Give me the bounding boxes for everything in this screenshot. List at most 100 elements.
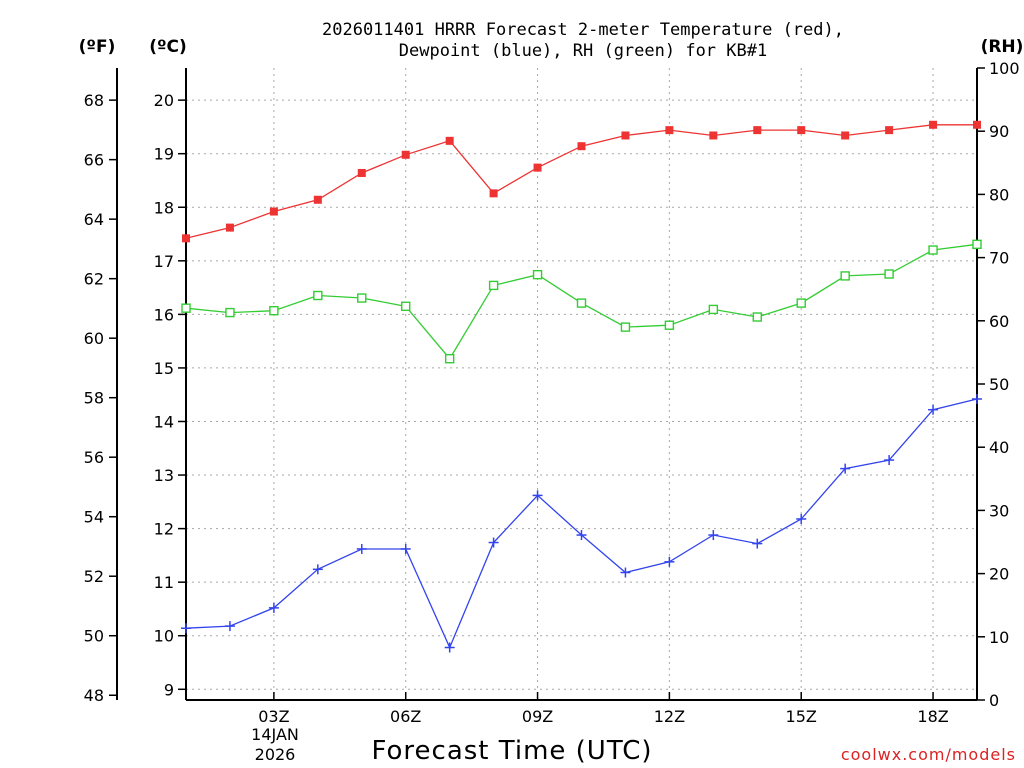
dewpoint-point [400,543,411,554]
temperature-point [753,126,762,135]
rh-point [401,301,411,311]
credit-text[interactable]: coolwx.com/models [841,745,1016,764]
fahrenheit-tick-label: 54 [84,508,104,527]
rh-point [269,305,279,316]
rh-point [928,245,938,255]
date-label-day: 14JAN [251,725,299,744]
dewpoint-point [928,404,939,415]
celsius-tick-label: 17 [154,252,174,271]
dewpoint-line [185,398,978,650]
fahrenheit-tick-label: 58 [84,389,104,408]
fahrenheit-tick-label: 60 [84,329,104,348]
temperature-point [929,120,938,129]
celsius-tick-label: 10 [154,627,174,646]
temperature-point [401,150,410,159]
temperature-point [841,131,850,140]
chart-title-line-2: Dewpoint (blue), RH (green) for KB#1 [399,41,767,61]
dewpoint-point [312,564,323,575]
fahrenheit-tick-label: 48 [84,686,104,705]
temperature-point [797,126,806,135]
rh-point [972,239,982,250]
rh-tick-label: 10 [989,628,1009,647]
dewpoint-point [752,538,763,549]
dewpoint-point [664,556,675,567]
temperature-point [577,142,586,151]
date-label-year: 2026 [255,745,296,764]
celsius-tick-label: 14 [154,412,174,431]
dewpoint-point [620,567,631,578]
dewpoint-point [708,530,719,541]
grid-lines [186,68,977,700]
rh-tick-label: 80 [989,185,1009,204]
temperature-point [621,131,630,140]
celsius-tick-label: 9 [164,680,174,699]
temperature-point [533,163,542,172]
celsius-unit-label: (ºC) [149,37,187,57]
rh-point [313,290,323,301]
celsius-tick-label: 12 [154,520,174,539]
dewpoint-point [796,513,807,524]
celsius-tick-label: 13 [154,466,174,485]
rh-point [884,269,894,279]
celsius-tick-label: 20 [154,91,174,110]
rh-tick-label: 50 [989,375,1009,394]
fahrenheit-tick-label: 62 [84,270,104,289]
celsius-tick-label: 15 [154,359,174,378]
temperature-point [885,126,894,135]
celsius-tick-label: 19 [154,145,174,164]
temperature-point [973,120,981,129]
rh-point [840,271,850,281]
rh-point [444,354,455,364]
fahrenheit-unit-label: (ºF) [79,37,116,57]
fahrenheit-tick-label: 50 [84,627,104,646]
x-tick-label: 06Z [390,707,421,726]
rh-tick-label: 30 [989,501,1009,520]
rh-point [357,293,367,303]
fahrenheit-tick-label: 68 [84,91,104,110]
rh-point [181,303,191,313]
chart-title-line-1: 2026011401 HRRR Forecast 2-meter Tempera… [322,20,844,40]
tick-labels: 03Z 06Z 09Z 12Z 15Z 18Z 9 10 11 12 13 14 15 16 17 18 19 2… [84,59,1020,726]
dewpoint-point [972,393,982,404]
x-tick-label: 03Z [258,707,289,726]
dewpoint-point [488,537,499,548]
temperature-point [445,136,454,145]
rh-point [225,307,235,318]
x-axis-label: Forecast Time (UTC) [371,736,652,766]
fahrenheit-tick-label: 56 [84,448,104,467]
rh-tick-label: 100 [989,59,1020,78]
dewpoint-point [884,455,895,466]
rh-tick-label: 60 [989,312,1009,331]
temperature-point [182,234,190,243]
celsius-tick-label: 11 [154,573,174,592]
fahrenheit-tick-label: 52 [84,567,104,586]
dewpoint-point [356,543,367,554]
dewpoint-point [840,463,851,474]
temperature-point [709,131,718,140]
dewpoint-point [532,490,543,501]
dewpoint-point [224,621,235,632]
celsius-tick-label: 18 [154,198,174,217]
rh-tick-label: 0 [989,691,999,710]
dewpoint-point [181,623,191,634]
rh-point [752,312,762,322]
rh-point [708,304,719,315]
rh-tick-label: 90 [989,122,1009,141]
x-tick-label: 09Z [522,707,553,726]
dewpoint-point [444,642,455,653]
temperature-point [489,189,498,198]
celsius-tick-label: 16 [154,305,174,324]
x-tick-label: 18Z [917,707,948,726]
x-tick-label: 12Z [654,707,685,726]
x-tick-label: 15Z [786,707,817,726]
temperature-point [269,207,278,216]
data-series [181,120,982,653]
temperature-point [357,168,366,177]
rh-point [488,280,499,291]
rh-point [796,298,806,308]
fahrenheit-tick-label: 66 [84,151,104,170]
rh-point [620,322,631,332]
rh-tick-label: 40 [989,438,1009,457]
rh-tick-label: 20 [989,565,1009,584]
